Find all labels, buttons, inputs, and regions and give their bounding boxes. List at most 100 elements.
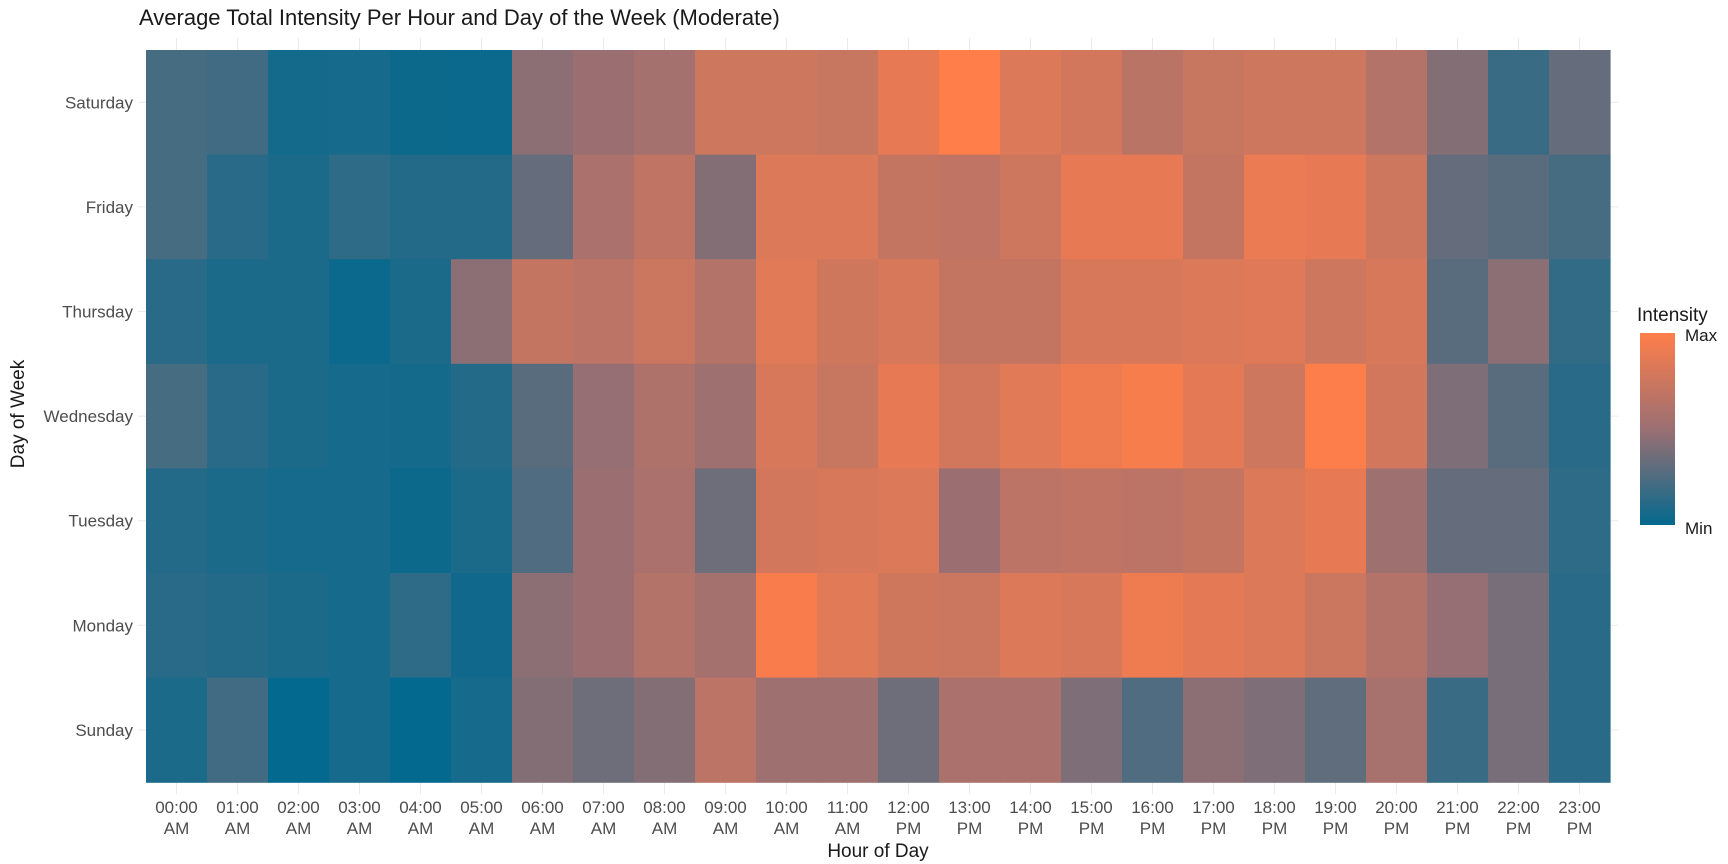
y-tick-label: Sunday xyxy=(75,721,133,740)
heatmap-cell xyxy=(939,573,1001,679)
heatmap-cell xyxy=(512,573,574,679)
heatmap-cell xyxy=(1488,50,1550,156)
heatmap-cell xyxy=(1427,50,1489,156)
legend-max-label: Max xyxy=(1685,326,1718,345)
heatmap-cell xyxy=(878,154,940,260)
heatmap-cell xyxy=(1366,573,1428,679)
heatmap-cell xyxy=(268,573,330,679)
x-tick-label: 17:00 PM xyxy=(1192,798,1235,838)
heatmap-cell xyxy=(207,259,269,365)
x-tick-label: 19:00 PM xyxy=(1314,798,1357,838)
x-tick-label: 18:00 PM xyxy=(1253,798,1296,838)
heatmap-cell xyxy=(1427,677,1489,783)
heatmap-cell xyxy=(1183,259,1245,365)
heatmap-cell xyxy=(756,573,818,679)
heatmap-cell xyxy=(1244,468,1306,574)
heatmap-cell xyxy=(329,154,391,260)
heatmap-cell xyxy=(634,363,696,469)
heatmap-cell xyxy=(390,363,452,469)
heatmap-cell xyxy=(1305,573,1367,679)
heatmap-cell xyxy=(1000,154,1062,260)
heatmap-cell xyxy=(512,363,574,469)
heatmap-cell xyxy=(573,677,635,783)
heatmap-cell xyxy=(1122,154,1184,260)
y-tick-label: Monday xyxy=(73,616,134,635)
x-tick-label: 10:00 AM xyxy=(765,798,808,838)
heatmap-cell xyxy=(756,154,818,260)
heatmap-cell xyxy=(817,677,879,783)
heatmap-cell xyxy=(329,50,391,156)
heatmap-cell xyxy=(756,468,818,574)
heatmap-cell xyxy=(146,259,208,365)
heatmap-cell xyxy=(390,468,452,574)
heatmap-cell xyxy=(512,677,574,783)
heatmap-cell xyxy=(695,154,757,260)
heatmap-cell xyxy=(1305,363,1367,469)
heatmap-cell xyxy=(1244,154,1306,260)
heatmap-cell xyxy=(1061,50,1123,156)
heatmap-cell xyxy=(1305,468,1367,574)
heatmap-cell xyxy=(1549,50,1611,156)
heatmap-cell xyxy=(695,259,757,365)
heatmap-cell xyxy=(817,468,879,574)
x-tick-label: 06:00 AM xyxy=(521,798,564,838)
heatmap-cell xyxy=(1122,677,1184,783)
heatmap-cell xyxy=(1244,363,1306,469)
heatmap-cell xyxy=(1244,677,1306,783)
heatmap-cell xyxy=(817,259,879,365)
heatmap-cell xyxy=(512,154,574,260)
heatmap-cell xyxy=(268,50,330,156)
heatmap-cell xyxy=(573,573,635,679)
x-tick-label: 07:00 AM xyxy=(582,798,625,838)
heatmap-cell xyxy=(1061,573,1123,679)
heatmap-cell xyxy=(1061,259,1123,365)
heatmap-cells xyxy=(146,50,1611,783)
color-legend: Intensity Max Min xyxy=(1637,305,1718,538)
heatmap-cell xyxy=(146,154,208,260)
heatmap-cell xyxy=(939,677,1001,783)
chart-title: Average Total Intensity Per Hour and Day… xyxy=(139,5,780,30)
x-tick-label: 01:00 AM xyxy=(216,798,259,838)
y-tick-label: Thursday xyxy=(62,303,133,322)
heatmap-cell xyxy=(451,259,513,365)
heatmap-cell xyxy=(1427,363,1489,469)
heatmap-cell xyxy=(207,677,269,783)
heatmap-cell xyxy=(817,573,879,679)
heatmap-cell xyxy=(1549,468,1611,574)
heatmap-cell xyxy=(939,363,1001,469)
heatmap-cell xyxy=(1305,50,1367,156)
heatmap-cell xyxy=(1488,468,1550,574)
heatmap-cell xyxy=(634,677,696,783)
heatmap-cell xyxy=(1488,677,1550,783)
heatmap-cell xyxy=(512,468,574,574)
heatmap-cell xyxy=(1183,363,1245,469)
heatmap-cell xyxy=(207,363,269,469)
heatmap-cell xyxy=(451,677,513,783)
heatmap-cell xyxy=(878,573,940,679)
heatmap-cell xyxy=(1244,573,1306,679)
heatmap-cell xyxy=(1488,259,1550,365)
heatmap-cell xyxy=(390,259,452,365)
y-tick-label: Saturday xyxy=(65,93,134,112)
x-tick-label: 16:00 PM xyxy=(1131,798,1174,838)
heatmap-cell xyxy=(268,468,330,574)
heatmap-cell xyxy=(1549,154,1611,260)
heatmap-cell xyxy=(573,259,635,365)
heatmap-cell xyxy=(1427,154,1489,260)
heatmap-cell xyxy=(1488,363,1550,469)
heatmap-cell xyxy=(207,468,269,574)
y-axis-tick-labels: Saturday Friday Thursday Wednesday Tuesday Mo… xyxy=(44,93,134,740)
heatmap-cell xyxy=(1366,50,1428,156)
heatmap-cell xyxy=(1366,468,1428,574)
heatmap-cell xyxy=(390,677,452,783)
heatmap-cell xyxy=(1488,573,1550,679)
heatmap-cell xyxy=(1122,259,1184,365)
heatmap-cell xyxy=(1122,363,1184,469)
heatmap-cell xyxy=(878,468,940,574)
x-tick-label: 21:00 PM xyxy=(1436,798,1479,838)
heatmap-cell xyxy=(634,259,696,365)
heatmap-cell xyxy=(756,50,818,156)
heatmap-cell xyxy=(1427,468,1489,574)
heatmap-cell xyxy=(268,154,330,260)
heatmap-cell xyxy=(1000,363,1062,469)
